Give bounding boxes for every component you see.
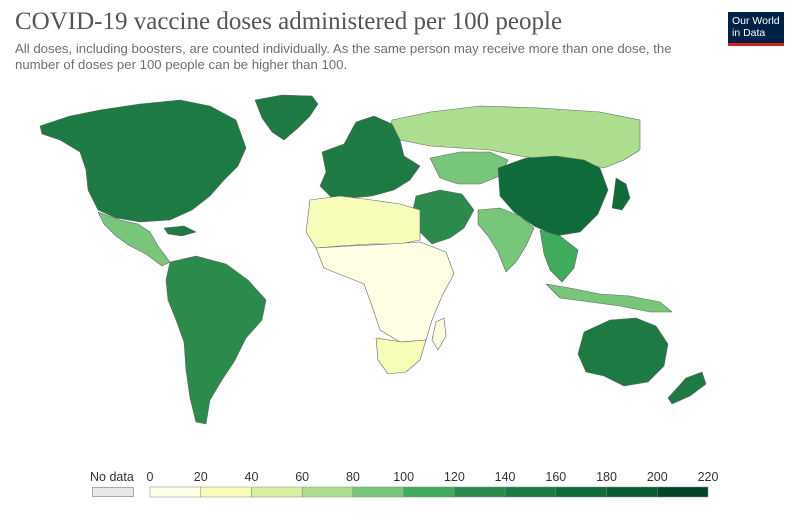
legend-tick-label: 220 bbox=[698, 470, 719, 484]
legend-tick-label: 80 bbox=[346, 470, 360, 484]
legend-tick-label: 140 bbox=[495, 470, 516, 484]
region-australia[interactable] bbox=[577, 317, 669, 387]
region-middle-east[interactable] bbox=[411, 189, 475, 245]
chart-subtitle: All doses, including boosters, are count… bbox=[15, 41, 672, 72]
region-china[interactable] bbox=[497, 155, 609, 237]
region-new-zealand[interactable] bbox=[667, 371, 707, 405]
region-north-america[interactable] bbox=[39, 99, 247, 223]
region-europe[interactable] bbox=[319, 115, 421, 199]
legend-no-data-swatch[interactable] bbox=[92, 487, 134, 497]
chart-title: COVID-19 vaccine doses administered per … bbox=[15, 8, 563, 35]
logo-line-1: Our World bbox=[732, 15, 780, 27]
legend-tick-label: 120 bbox=[444, 470, 465, 484]
region-southern-africa[interactable] bbox=[375, 337, 427, 375]
region-central-asia[interactable] bbox=[429, 151, 509, 185]
legend-tick-label: 100 bbox=[393, 470, 414, 484]
region-india[interactable] bbox=[477, 207, 535, 273]
legend-swatch[interactable] bbox=[504, 486, 557, 498]
legend-swatch[interactable] bbox=[606, 486, 658, 498]
legend-swatch[interactable] bbox=[200, 486, 252, 498]
legend-swatch[interactable] bbox=[454, 486, 506, 498]
legend-tick-label: 40 bbox=[245, 470, 259, 484]
owid-logo[interactable]: Our World in Data bbox=[728, 12, 784, 46]
region-russia[interactable] bbox=[389, 105, 641, 169]
legend-tick-label: 0 bbox=[147, 470, 154, 484]
region-north-africa[interactable] bbox=[305, 195, 421, 249]
legend-tick-label: 180 bbox=[596, 470, 617, 484]
region-south-america[interactable] bbox=[165, 255, 267, 425]
legend-swatch[interactable] bbox=[657, 486, 709, 498]
legend-tick-label: 160 bbox=[545, 470, 566, 484]
logo-line-2: in Data bbox=[732, 27, 766, 39]
legend-swatch[interactable] bbox=[301, 486, 354, 498]
world-map[interactable] bbox=[0, 80, 800, 465]
region-southeast-asia[interactable] bbox=[539, 229, 579, 283]
legend-swatch[interactable] bbox=[149, 486, 201, 498]
legend-swatch[interactable] bbox=[352, 486, 404, 498]
legend-no-data-label: No data bbox=[90, 470, 134, 484]
legend-tick-label: 200 bbox=[647, 470, 668, 484]
legend-swatch[interactable] bbox=[251, 486, 303, 498]
region-greenland[interactable] bbox=[254, 94, 319, 141]
legend-tick-label: 60 bbox=[295, 470, 309, 484]
legend-swatch[interactable] bbox=[555, 486, 607, 498]
region-indonesia[interactable] bbox=[545, 283, 673, 313]
region-madagascar[interactable] bbox=[431, 317, 447, 351]
region-sub-saharan-africa[interactable] bbox=[315, 241, 455, 343]
region-central-america-mexico[interactable] bbox=[97, 211, 171, 267]
legend-tick-label: 20 bbox=[194, 470, 208, 484]
color-legend[interactable]: 0 20 40 60 80 100 120 140 160 180 200 220 bbox=[0, 466, 800, 506]
region-japan[interactable] bbox=[611, 177, 631, 211]
region-caribbean[interactable] bbox=[163, 225, 197, 237]
legend-swatch[interactable] bbox=[403, 486, 455, 498]
